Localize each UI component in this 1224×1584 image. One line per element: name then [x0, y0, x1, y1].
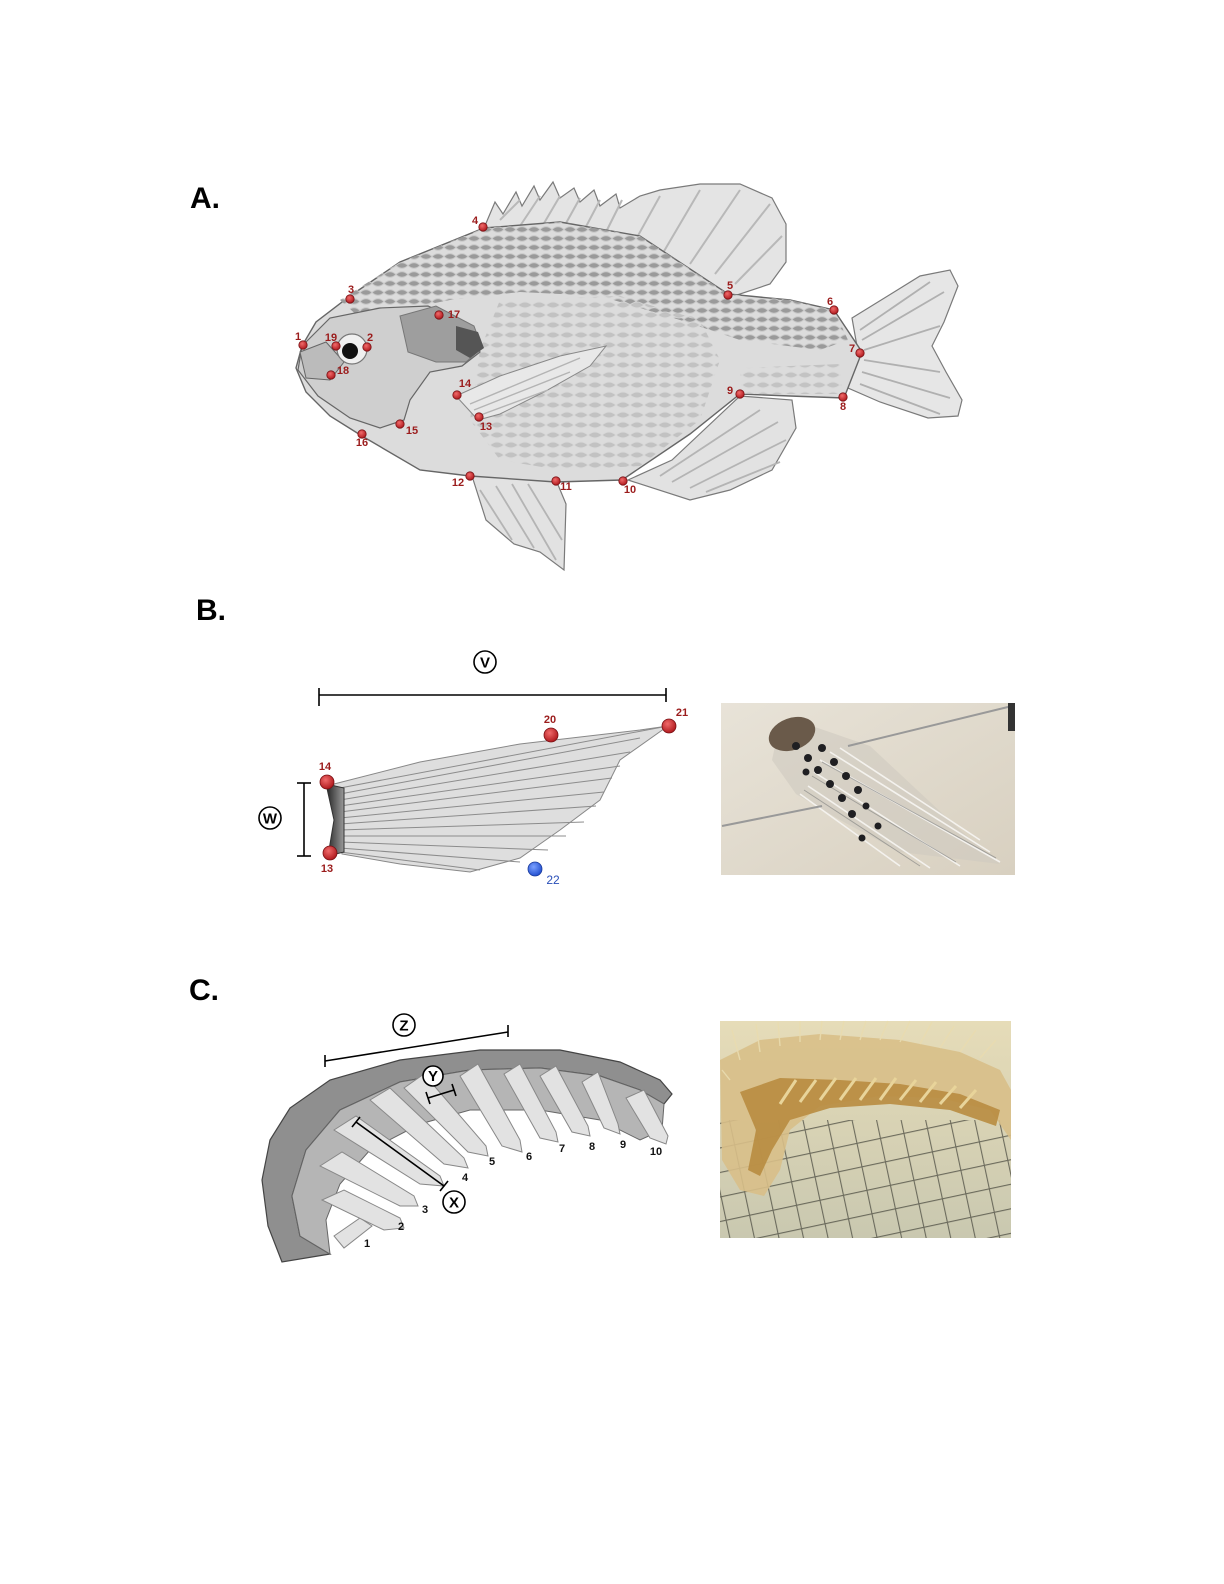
fish-landmark-label-10: 10 [624, 484, 636, 496]
raker-number-1: 1 [364, 1238, 370, 1250]
anal-fin [626, 395, 797, 501]
pectoral-fin [455, 345, 608, 421]
raker-number-4: 4 [462, 1172, 469, 1184]
panel-c-label: C. [189, 974, 219, 1007]
fish-landmark-3 [345, 294, 355, 304]
fish-landmark-label-6: 6 [827, 296, 833, 308]
fish-landmark-label-11: 11 [560, 481, 572, 493]
fin-landmark-label-13: 13 [321, 863, 333, 875]
fin-measure-v-label: V [480, 655, 490, 672]
fin-landmark-20 [543, 727, 559, 743]
fish-landmark-label-12: 12 [452, 477, 464, 489]
raker-number-5: 5 [489, 1156, 495, 1168]
fish-landmark-label-16: 16 [356, 437, 368, 449]
scale-field [470, 296, 720, 470]
fin-landmark-label-22: 22 [546, 873, 560, 887]
fin-landmark-14 [319, 774, 335, 790]
fish-landmark-18 [326, 370, 336, 380]
fin-landmark-21 [661, 718, 677, 734]
raker-number-6: 6 [526, 1151, 532, 1163]
fish-landmark-15 [395, 419, 405, 429]
fish-landmark-7 [855, 348, 865, 358]
fin-landmark-label-20: 20 [544, 714, 556, 726]
raker-number-2: 2 [398, 1221, 404, 1233]
fish-landmark-label-14: 14 [459, 378, 472, 390]
raker-number-10: 10 [650, 1146, 662, 1158]
dorsal-band [340, 222, 848, 350]
fish-landmark-4 [478, 222, 488, 232]
fin-landmark-13 [322, 845, 338, 861]
fish-landmark-17 [434, 310, 444, 320]
fish-landmark-12 [465, 471, 475, 481]
raker-measure-x-label: X [449, 1195, 459, 1212]
fin-illustration [325, 725, 669, 873]
fish-landmark-10 [618, 476, 628, 486]
fish-illustration [295, 180, 963, 572]
fish-landmark-5 [723, 290, 733, 300]
fin-measure-w-label: W [263, 811, 278, 828]
fin-measure-w: W [258, 782, 311, 857]
raker-number-9: 9 [620, 1139, 626, 1151]
gill-photo [720, 1020, 1011, 1238]
fin-landmark-label-21: 21 [676, 707, 688, 719]
fin-photo [721, 703, 1015, 875]
fish-landmark-label-9: 9 [727, 385, 733, 397]
fin-landmark-22 [527, 861, 543, 877]
fish-landmark-9 [735, 389, 745, 399]
fish-landmark-label-1: 1 [295, 331, 301, 343]
raker-measure-y: Y [422, 1065, 457, 1105]
fin-landmarks: 14 13 20 21 22 [319, 707, 688, 887]
fin-measure-v: V [318, 650, 667, 706]
raker-number-8: 8 [589, 1141, 595, 1153]
panel-b-label: B. [196, 594, 226, 627]
fish-landmark-8 [838, 392, 848, 402]
raker-measure-x: X [351, 1116, 466, 1214]
fish-landmark-13 [474, 412, 484, 422]
fish-landmark-6 [829, 305, 839, 315]
fish-landmark-label-3: 3 [348, 284, 354, 296]
raker-measure-z-label: Z [399, 1018, 408, 1035]
fish-landmark-2 [362, 342, 372, 352]
fish-landmark-label-8: 8 [840, 401, 846, 413]
fish-landmark-11 [551, 476, 561, 486]
fish-landmark-label-18: 18 [337, 365, 349, 377]
fish-landmark-1 [298, 340, 308, 350]
fish-landmark-label-19: 19 [325, 332, 337, 344]
raker-numbers: 1 2 3 4 5 6 7 8 9 10 [364, 1139, 662, 1250]
fish-landmark-19 [331, 341, 341, 351]
fish-landmark-label-2: 2 [367, 332, 373, 344]
raker-number-3: 3 [422, 1204, 428, 1216]
fish-landmark-label-15: 15 [406, 425, 418, 437]
gill-arch-illustration [261, 1049, 673, 1263]
fish-landmark-16 [357, 429, 367, 439]
fish-landmark-label-13: 13 [480, 421, 492, 433]
fish-landmark-label-4: 4 [472, 215, 479, 227]
fish-landmark-label-5: 5 [727, 280, 733, 292]
fish-landmark-label-7: 7 [849, 343, 855, 355]
fish-landmark-14 [452, 390, 462, 400]
fish-landmark-label-17: 17 [448, 309, 460, 321]
raker-measure-y-label: Y [428, 1068, 438, 1085]
panel-a-label: A. [190, 182, 220, 215]
raker-measure-z: Z [324, 1013, 509, 1067]
fin-landmark-label-14: 14 [319, 761, 332, 773]
caudal-fin [847, 269, 963, 419]
raker-number-7: 7 [559, 1143, 565, 1155]
